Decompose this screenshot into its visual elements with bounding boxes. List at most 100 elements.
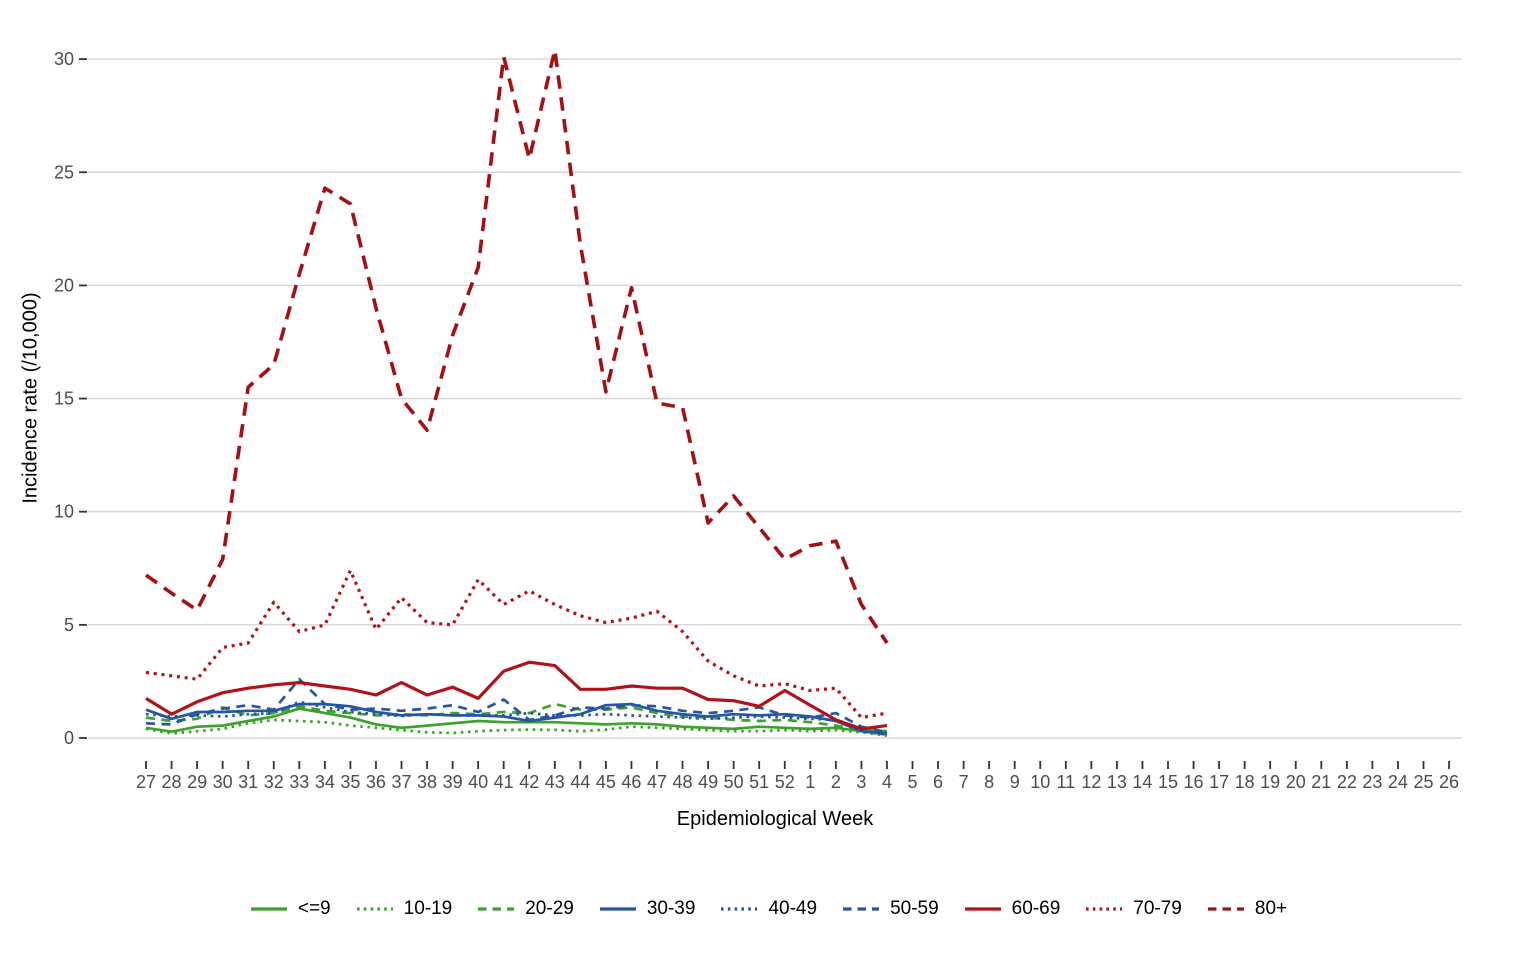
x-tick-label-14: 14 <box>1132 772 1152 792</box>
x-tick-label-23: 23 <box>1362 772 1382 792</box>
x-tick-label-17: 17 <box>1209 772 1229 792</box>
legend-label-20-29: 20-29 <box>525 898 574 919</box>
series-line-60-69 <box>145 660 888 731</box>
x-tick-label-30: 30 <box>213 772 233 792</box>
x-tick-label-41: 41 <box>494 772 514 792</box>
x-tick-label-1: 1 <box>805 772 815 792</box>
x-tick-label-26: 26 <box>1439 772 1459 792</box>
x-axis-title: Epidemiological Week <box>676 808 874 830</box>
x-tick-label-22: 22 <box>1337 772 1357 792</box>
legend-key-line-40-49 <box>721 907 758 911</box>
x-tick-label-18: 18 <box>1235 772 1255 792</box>
legend-item-60-69: 60-69 <box>963 898 1061 920</box>
series-line-70-79 <box>145 568 888 720</box>
series-line-50-59 <box>145 677 888 734</box>
x-tick-label-51: 51 <box>749 772 769 792</box>
x-tick-label-33: 33 <box>289 772 309 792</box>
y-tick-label-5: 5 <box>64 615 74 635</box>
series-lines <box>144 48 889 738</box>
x-tick-label-25: 25 <box>1413 772 1433 792</box>
x-tick-label-47: 47 <box>647 772 667 792</box>
y-tick-label-15: 15 <box>54 389 74 409</box>
legend-key-line-60-69 <box>964 907 1001 911</box>
legend-item-70-79: 70-79 <box>1084 898 1182 920</box>
series-line-40-49 <box>145 700 888 736</box>
legend-item-30-39: 30-39 <box>598 898 696 920</box>
x-tick-label-48: 48 <box>673 772 693 792</box>
series-line-80+ <box>144 48 889 644</box>
series-line-30-39 <box>145 702 888 735</box>
x-tick-label-29: 29 <box>187 772 207 792</box>
x-tick-label-37: 37 <box>391 772 411 792</box>
legend-item-20-29: 20-29 <box>476 898 574 920</box>
x-tick-label-45: 45 <box>596 772 616 792</box>
legend-label-60-69: 60-69 <box>1011 898 1061 919</box>
x-tick-label-27: 27 <box>136 772 156 792</box>
legend-label-40-49: 40-49 <box>768 898 818 919</box>
x-tick-label-46: 46 <box>621 772 641 792</box>
x-tick-label-3: 3 <box>856 772 866 792</box>
x-tick-label-19: 19 <box>1260 772 1280 792</box>
x-tick-label-39: 39 <box>443 772 463 792</box>
legend-label-<=9: <=9 <box>297 898 331 919</box>
legend-item-<=9: <=9 <box>249 898 331 920</box>
y-tick-label-20: 20 <box>54 275 74 295</box>
legend-label-30-39: 30-39 <box>646 898 696 919</box>
x-tick-label-13: 13 <box>1107 772 1127 792</box>
y-tick-label-30: 30 <box>54 49 74 69</box>
legend-label-50-59: 50-59 <box>890 898 939 919</box>
gridlines <box>88 58 1462 739</box>
x-tick-label-38: 38 <box>417 772 437 792</box>
legend-item-50-59: 50-59 <box>841 898 939 920</box>
legend-key-line-30-39 <box>599 907 636 911</box>
x-tick-label-5: 5 <box>907 772 917 792</box>
legend-key-line-50-59 <box>843 907 880 911</box>
x-tick-label-21: 21 <box>1311 772 1331 792</box>
legend-label-70-79: 70-79 <box>1133 898 1182 919</box>
legend-item-80+: 80+ <box>1206 898 1287 920</box>
axis-ticks <box>79 58 1450 769</box>
chart-legend: <=9 10-19 20-29 30-39 40-49 50-59 60-69 70-79 80… <box>0 884 1536 934</box>
x-tick-label-10: 10 <box>1030 772 1050 792</box>
series-line-<=9 <box>145 707 888 736</box>
legend-key-line-10-19 <box>356 907 393 911</box>
legend-key-line-20-29 <box>478 907 515 911</box>
series-line-10-19 <box>145 718 888 738</box>
x-tick-label-9: 9 <box>1010 772 1020 792</box>
x-tick-label-11: 11 <box>1056 772 1075 792</box>
x-tick-label-43: 43 <box>545 772 565 792</box>
x-tick-label-52: 52 <box>775 772 795 792</box>
x-tick-label-34: 34 <box>315 772 335 792</box>
y-tick-label-25: 25 <box>54 162 74 182</box>
legend-item-10-19: 10-19 <box>355 898 453 920</box>
x-tick-label-40: 40 <box>468 772 488 792</box>
x-tick-label-2: 2 <box>831 772 841 792</box>
x-tick-label-12: 12 <box>1081 772 1101 792</box>
legend-label-80+: 80+ <box>1254 898 1288 919</box>
legend-label-10-19: 10-19 <box>403 898 453 919</box>
x-tick-label-6: 6 <box>933 772 943 792</box>
x-tick-label-50: 50 <box>724 772 744 792</box>
x-tick-label-36: 36 <box>366 772 386 792</box>
x-tick-label-32: 32 <box>264 772 284 792</box>
x-tick-label-31: 31 <box>238 772 258 792</box>
x-tick-label-49: 49 <box>698 772 718 792</box>
x-tick-label-8: 8 <box>984 772 994 792</box>
y-tick-label-0: 0 <box>64 728 74 748</box>
x-tick-label-28: 28 <box>162 772 182 792</box>
legend-key-line-<=9 <box>250 907 287 911</box>
x-tick-label-35: 35 <box>340 772 360 792</box>
x-tick-label-7: 7 <box>959 772 969 792</box>
legend-key-line-70-79 <box>1086 907 1123 911</box>
x-tick-label-20: 20 <box>1286 772 1306 792</box>
y-tick-label-10: 10 <box>54 502 74 522</box>
legend-item-40-49: 40-49 <box>719 898 817 920</box>
x-tick-label-44: 44 <box>570 772 590 792</box>
x-tick-label-42: 42 <box>519 772 539 792</box>
x-tick-label-4: 4 <box>882 772 892 792</box>
x-tick-label-24: 24 <box>1388 772 1408 792</box>
x-tick-label-16: 16 <box>1184 772 1204 792</box>
